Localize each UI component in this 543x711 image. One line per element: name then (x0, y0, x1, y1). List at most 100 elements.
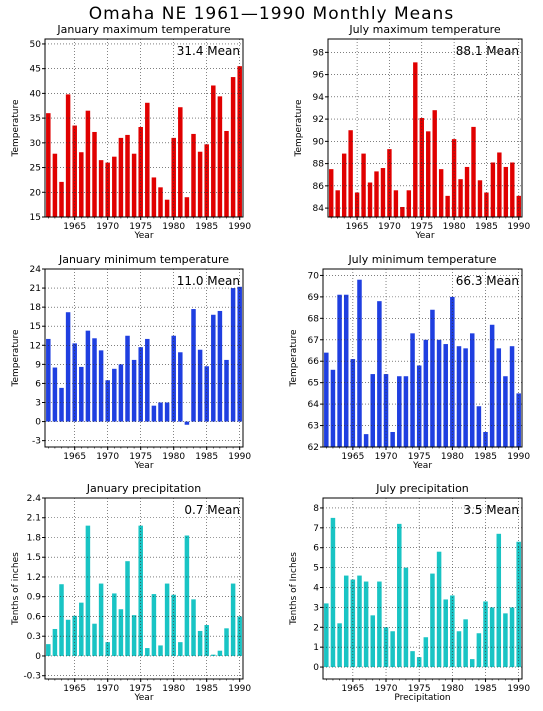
y-tick-label: 18 (30, 303, 42, 313)
bar-1967 (363, 434, 369, 447)
bar-1980 (450, 595, 455, 668)
y-axis-label: Tenths of Inches (289, 552, 299, 626)
bar-1988 (503, 376, 508, 447)
y-tick-label: 62 (308, 443, 319, 453)
chart-jul-max-temp: July maximum temperature 84 86 88 90 92 94 96 98… (272, 22, 543, 244)
bar-1964 (65, 619, 71, 656)
x-tick-label: 1970 (96, 684, 119, 694)
bar-1963 (59, 584, 64, 656)
bar-1964 (343, 575, 349, 668)
bar-1979 (164, 402, 170, 422)
bar-1971 (112, 593, 117, 656)
bar-1981 (458, 179, 463, 217)
bar-1982 (464, 166, 470, 217)
bar-1962 (335, 190, 340, 217)
bar-1966 (357, 279, 362, 447)
x-tick-label: 1990 (228, 452, 251, 462)
y-tick-label: 4 (313, 584, 319, 594)
bar-1971 (390, 631, 395, 668)
bar-1988 (503, 166, 509, 217)
bar-1989 (230, 288, 236, 422)
bar-1986 (489, 324, 495, 447)
bar-1987 (497, 152, 502, 217)
bar-1970 (105, 380, 110, 422)
bar-1988 (224, 628, 229, 656)
bar-1983 (191, 133, 196, 217)
bar-1968 (370, 615, 375, 668)
bar-1985 (204, 366, 209, 422)
bar-1979 (443, 344, 448, 447)
y-tick-label: 0 (313, 663, 319, 673)
bar-1986 (211, 85, 216, 217)
x-tick-label: 1970 (96, 222, 119, 232)
x-tick-label: 1970 (375, 452, 398, 462)
chart-jul-precip: July precipitation 0 1 2 3 4 5 6 7 8 1965 1970 1975 1… (272, 481, 543, 709)
bar-1973 (403, 376, 409, 447)
y-tick-label: 20 (30, 188, 42, 198)
y-tick-label: 67 (308, 336, 319, 346)
x-tick-label: 1975 (408, 452, 431, 462)
y-tick-label: 0 (35, 418, 41, 428)
x-axis-label: Year (133, 231, 153, 241)
bar-1972 (118, 609, 124, 656)
y-tick-label: 1.8 (27, 533, 42, 543)
x-tick-label: 1970 (375, 684, 398, 694)
bar-1974 (413, 62, 418, 217)
bar-1987 (217, 310, 223, 422)
bar-1968 (370, 374, 375, 447)
bar-1980 (171, 335, 176, 422)
plot-frame (327, 38, 523, 218)
bar-1989 (509, 346, 515, 447)
y-tick-label: 3 (313, 603, 319, 613)
y-axis-label: Temperature (289, 329, 299, 387)
y-tick-label: 69 (308, 293, 320, 303)
bar-1976 (145, 648, 150, 656)
y-axis-label: Temperature (11, 99, 21, 157)
bar-1963 (59, 387, 64, 422)
plot-frame (44, 38, 244, 218)
y-tick-label: 1.2 (27, 573, 41, 583)
x-tick-label: 1965 (63, 684, 86, 694)
y-tick-label: 40 (30, 89, 42, 99)
y-tick-label: 5 (313, 564, 319, 574)
bar-1990 (516, 541, 521, 668)
bar-1975 (419, 117, 424, 217)
y-axis-label: Temperature (11, 329, 21, 387)
bar-1974 (410, 333, 415, 447)
bar-1982 (184, 535, 190, 656)
bar-1973 (406, 190, 412, 217)
bar-1982 (184, 421, 190, 425)
x-tick-label: 1985 (474, 452, 497, 462)
bar-1966 (79, 366, 84, 422)
bar-1990 (237, 286, 242, 422)
bar-1964 (65, 312, 71, 422)
bar-1980 (451, 139, 457, 218)
bar-1962 (330, 369, 336, 447)
bar-1981 (178, 352, 183, 422)
bar-1978 (436, 339, 442, 447)
bar-1963 (341, 153, 347, 217)
bar-1980 (171, 594, 176, 656)
bar-1972 (118, 137, 124, 217)
bar-1967 (85, 110, 91, 217)
bar-1973 (403, 567, 409, 668)
chart-jan-precip: January precipitation -0.3 0 0.3 0.6 0.9 1.2 1.… (0, 481, 272, 709)
bar-1982 (463, 348, 468, 447)
mean-label: 11.0 Mean (177, 274, 240, 288)
x-tick-label: 1985 (474, 684, 497, 694)
x-tick-label: 1965 (341, 684, 364, 694)
bar-1975 (138, 525, 143, 656)
bar-1965 (72, 343, 77, 422)
bar-1982 (184, 197, 190, 217)
bar-1976 (145, 338, 150, 422)
x-axis-label: Year (414, 231, 434, 241)
x-axis-label: Year (412, 461, 432, 471)
bar-1985 (483, 601, 488, 668)
bar-1971 (112, 156, 117, 217)
y-tick-label: 66 (308, 357, 320, 367)
plot-frame (322, 268, 523, 448)
mean-label: 0.7 Mean (184, 503, 240, 517)
bar-1968 (374, 171, 379, 217)
bar-1989 (509, 607, 515, 668)
chart-jul-precip-svg: July precipitation 0 1 2 3 4 5 6 7 8 1965 1970 1975 1… (289, 482, 530, 703)
